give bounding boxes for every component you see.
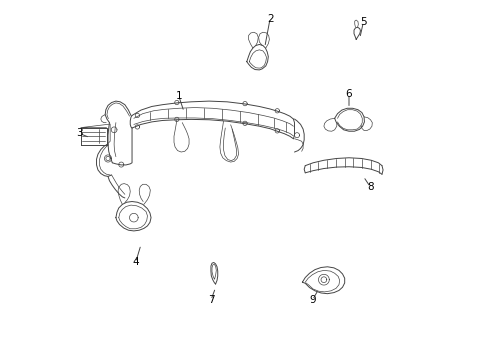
Text: 9: 9 <box>309 295 316 305</box>
Text: 4: 4 <box>132 257 139 267</box>
Text: 5: 5 <box>360 17 367 27</box>
Text: 7: 7 <box>208 295 214 305</box>
Text: 8: 8 <box>367 182 374 192</box>
Text: 3: 3 <box>76 129 83 138</box>
Text: 2: 2 <box>267 14 273 24</box>
Text: 1: 1 <box>175 91 182 101</box>
Text: 6: 6 <box>345 89 352 99</box>
